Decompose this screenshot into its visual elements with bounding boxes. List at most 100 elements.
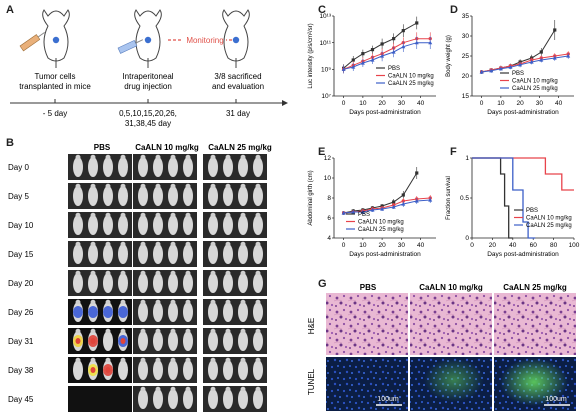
- mouse-image: [238, 331, 248, 351]
- data-point: [341, 67, 346, 71]
- mouse-icon: [134, 9, 162, 68]
- chart-d-body-weight: 15 20 25 30 35 0 10 20 30 40 Days post-administrat…: [446, 13, 574, 116]
- mouse-image: [140, 299, 146, 305]
- mouse-image: [185, 183, 191, 189]
- imaging-day-label: Day 10: [8, 221, 34, 230]
- mouse-image: [140, 270, 146, 276]
- x-tick-label: 0: [470, 242, 474, 249]
- mouse-image: [90, 241, 96, 247]
- step3-caption-line2: and evaluation: [212, 82, 264, 91]
- mouse-image: [185, 328, 191, 334]
- mouse-image: [223, 244, 233, 264]
- legend-entry: PBS: [512, 71, 524, 77]
- mouse-image: [140, 183, 146, 189]
- mouse-image: [255, 270, 261, 276]
- mouse-image: [225, 299, 231, 305]
- mouse-image: [138, 302, 148, 322]
- mouse-image: [210, 299, 216, 305]
- mouse-image: [255, 328, 261, 334]
- mouse-image: [153, 186, 163, 206]
- mouse-image: [120, 328, 126, 334]
- luminescence-signal: [90, 367, 96, 373]
- y-tick-label: 10⁹: [321, 67, 331, 74]
- y-tick-label: 10⁷: [321, 93, 331, 100]
- histology-row-tunel: TUNEL: [307, 368, 316, 395]
- mouse-image: [168, 186, 178, 206]
- data-point: [380, 42, 384, 46]
- x-tick-label: 60: [530, 242, 538, 249]
- data-point: [392, 200, 396, 204]
- y-axis-label: Abdominal girth (cm): [308, 170, 314, 225]
- mouse-image: [73, 157, 83, 177]
- mouse-image: [120, 241, 126, 247]
- y-tick-label: 12: [324, 155, 332, 162]
- mouse-image: [208, 273, 218, 293]
- mouse-image: [240, 183, 246, 189]
- x-tick-label: 30: [398, 100, 406, 107]
- mouse-image: [103, 331, 113, 351]
- mouse-image: [170, 299, 176, 305]
- mouse-image: [185, 357, 191, 363]
- mouse-image: [208, 389, 218, 409]
- mouse-image: [120, 183, 126, 189]
- mouse-image: [183, 389, 193, 409]
- luminescence-signal: [75, 338, 81, 344]
- mouse-image: [170, 386, 176, 392]
- data-point: [401, 193, 405, 197]
- mouse-image: [75, 183, 81, 189]
- data-point: [539, 58, 544, 62]
- data-point: [380, 207, 385, 211]
- mouse-image: [155, 357, 161, 363]
- series-line: [472, 157, 536, 239]
- mouse-image: [238, 360, 248, 380]
- mouse-image: [120, 299, 126, 305]
- mouse-image: [255, 183, 261, 189]
- x-tick-label: 0: [342, 242, 346, 249]
- luminescence-signal: [120, 338, 126, 344]
- he-image-caaln10: [410, 293, 492, 355]
- data-point: [380, 54, 385, 58]
- imaging-day-label: Day 20: [8, 279, 34, 288]
- y-tick-label: 8: [327, 195, 331, 202]
- mouse-image: [238, 389, 248, 409]
- mouse-image: [118, 157, 128, 177]
- series-line: [343, 172, 418, 214]
- legend-entry: CaALN 25 mg/kg: [512, 86, 558, 92]
- mouse-image: [103, 186, 113, 206]
- x-axis-label: Days post-administration: [487, 251, 559, 258]
- mouse-image: [75, 328, 81, 334]
- mouse-image: [90, 212, 96, 218]
- mouse-image: [138, 273, 148, 293]
- x-tick-label: 20: [489, 242, 497, 249]
- mouse-image: [208, 360, 218, 380]
- mouse-image: [168, 157, 178, 177]
- mouse-image: [225, 241, 231, 247]
- legend-entry: PBS: [358, 212, 370, 218]
- luminescence-signal: [73, 306, 83, 318]
- mouse-image: [118, 360, 128, 380]
- step2-caption-line2: drug injection: [124, 82, 172, 91]
- mouse-image: [255, 212, 261, 218]
- step3-time: 31 day: [226, 109, 250, 118]
- mouse-image: [183, 186, 193, 206]
- mouse-image: [105, 328, 111, 334]
- x-tick-label: 20: [378, 242, 386, 249]
- data-point: [401, 29, 405, 33]
- mouse-image: [90, 154, 96, 160]
- mouse-image: [238, 186, 248, 206]
- mouse-image: [90, 328, 96, 334]
- mouse-image: [73, 273, 83, 293]
- x-tick-label: 80: [550, 242, 558, 249]
- mouse-image: [210, 357, 216, 363]
- mouse-image: [168, 302, 178, 322]
- step2-caption-line1: Intraperitoneal: [122, 72, 173, 81]
- x-tick-label: 10: [359, 100, 367, 107]
- panel-c-label: C: [318, 4, 326, 16]
- mouse-image: [208, 186, 218, 206]
- panel-e-label: E: [318, 146, 326, 158]
- data-point: [415, 21, 419, 25]
- step3-caption-line1: 3/8 sacrificed: [214, 72, 261, 81]
- y-axis-label: Luc intensity (p/s/cm²/sr): [308, 23, 314, 88]
- mouse-image: [155, 183, 161, 189]
- panel-g-label: G: [318, 278, 327, 290]
